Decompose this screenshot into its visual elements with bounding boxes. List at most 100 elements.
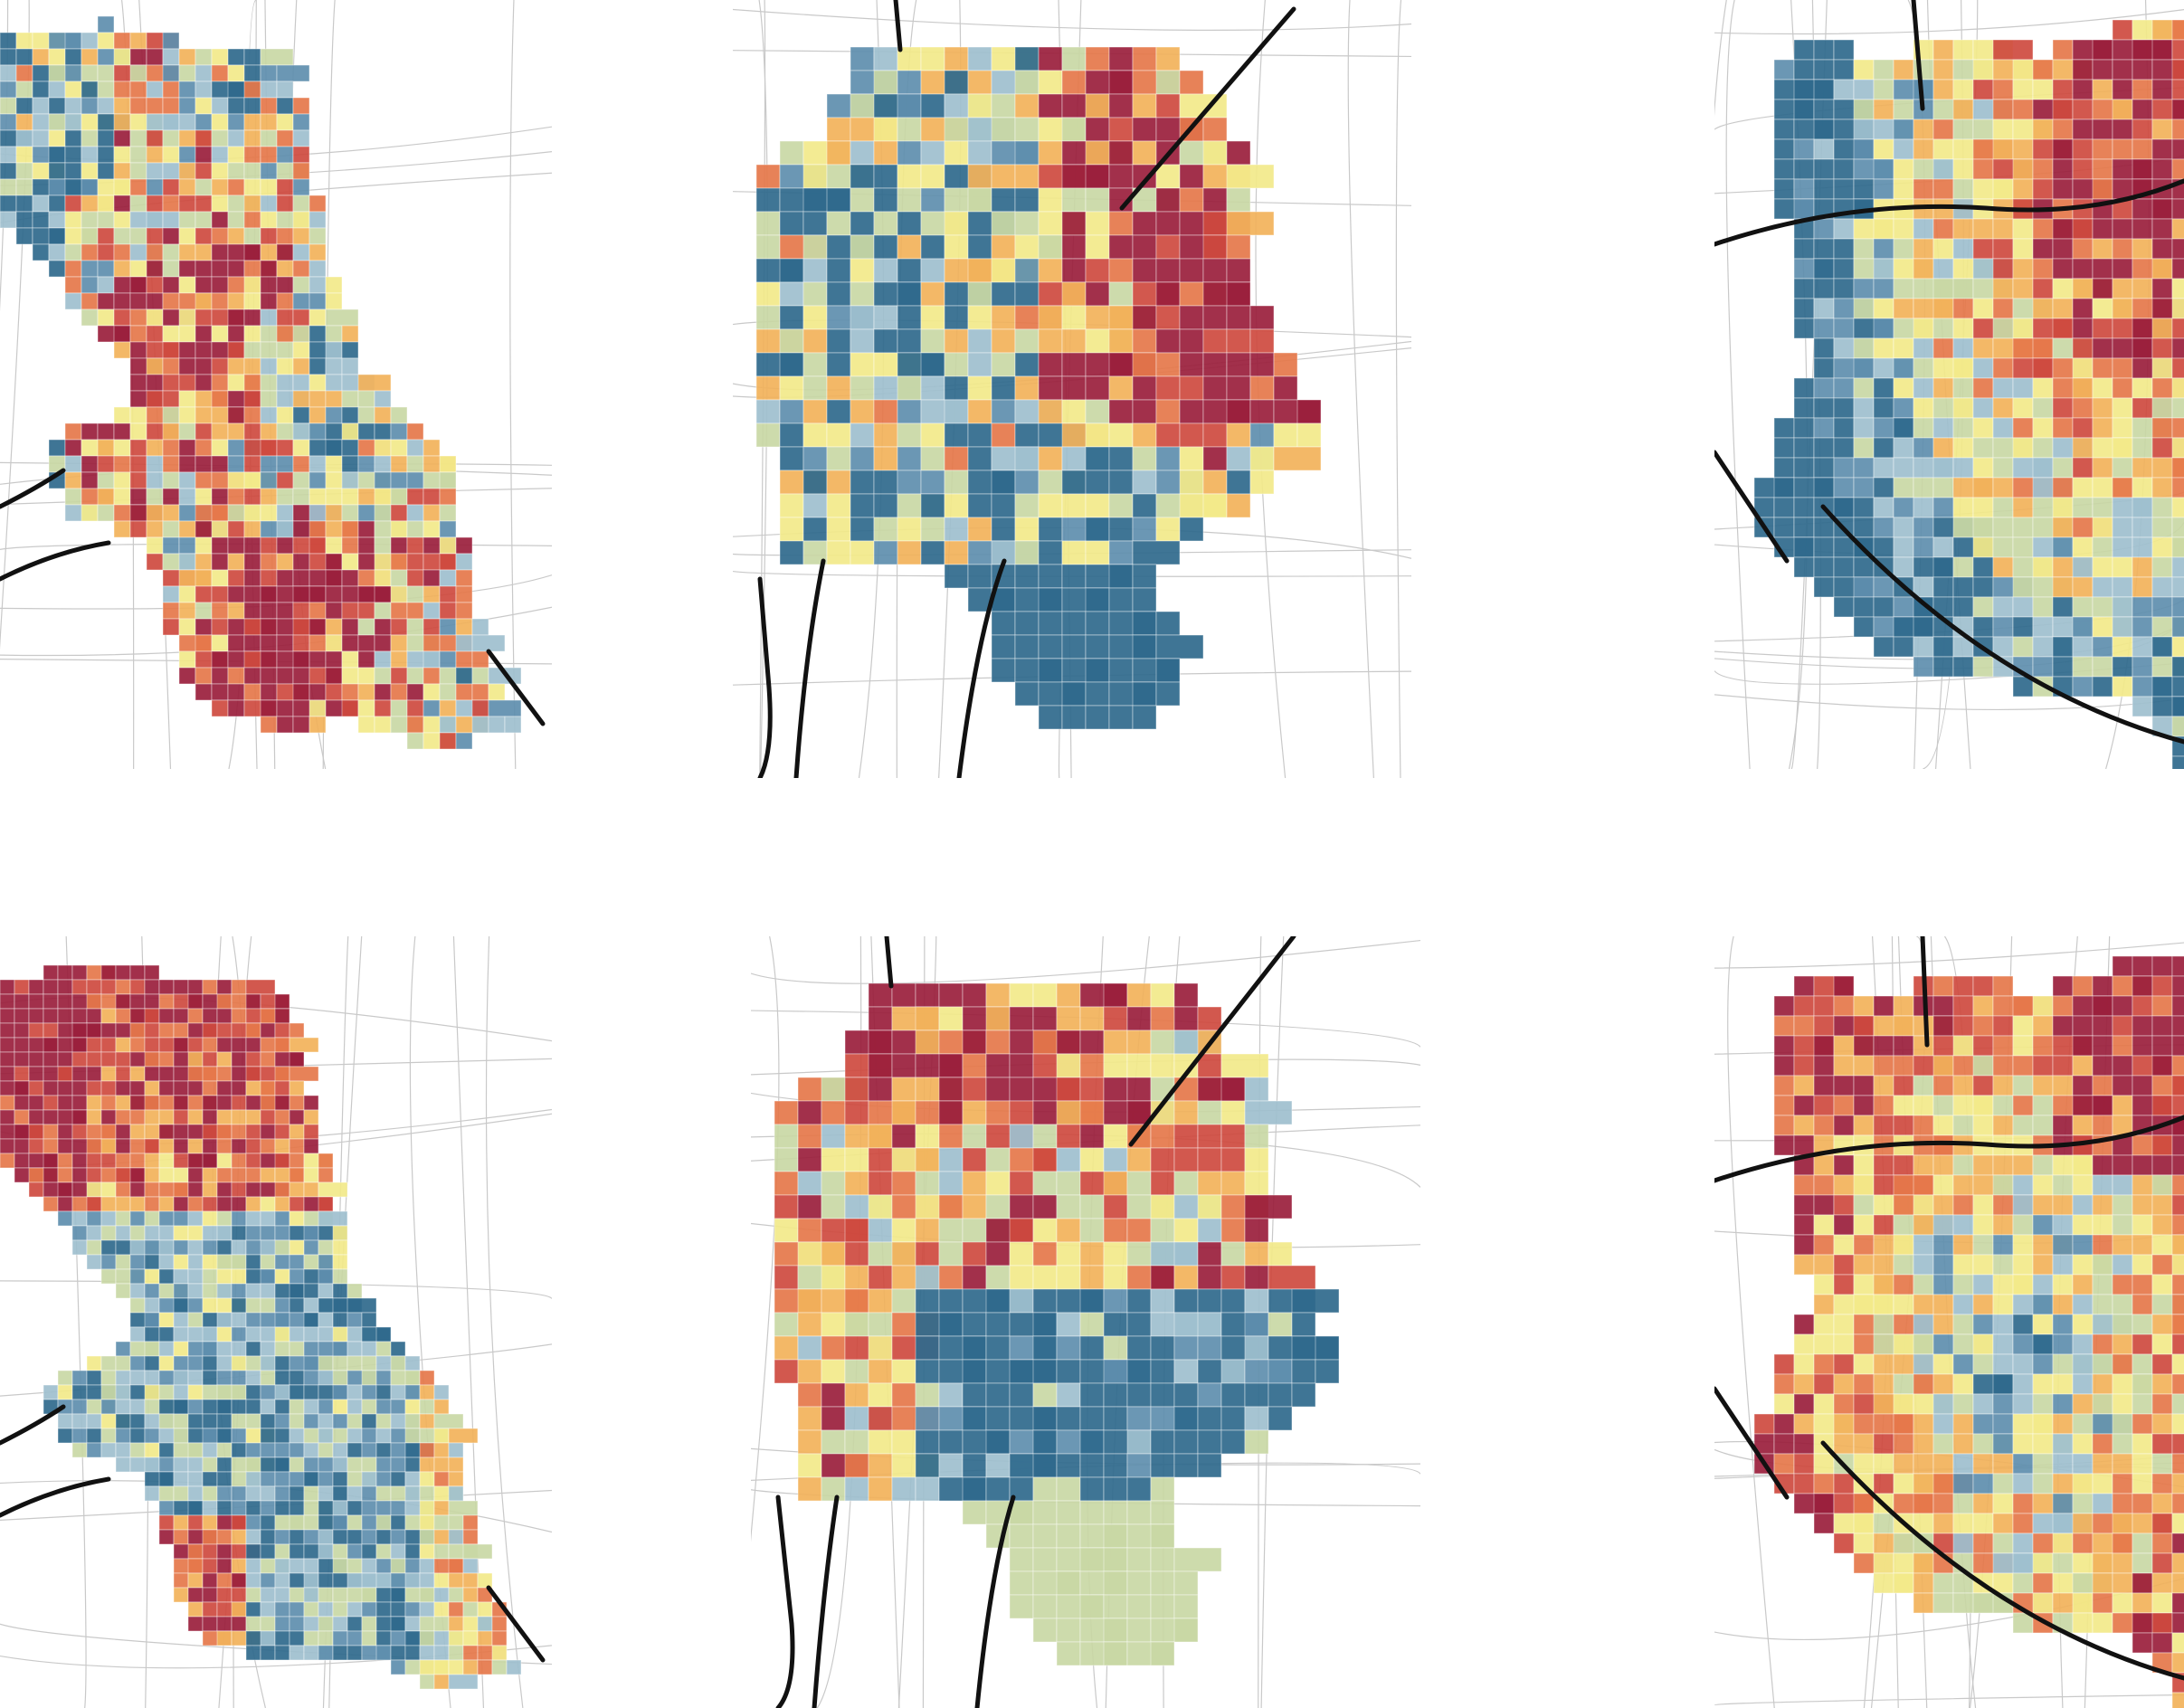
tract-cell [2151, 1174, 2173, 1196]
tract-cell [260, 553, 278, 571]
tract-cell [325, 634, 343, 652]
tract-cell [341, 471, 359, 489]
tract-cell [211, 146, 229, 164]
tract-cell [260, 569, 278, 587]
tract-cell [274, 1239, 290, 1256]
tract-cell [920, 234, 945, 260]
tract-cell [2112, 99, 2133, 120]
tract-cell [260, 341, 278, 359]
tract-cell [1032, 1476, 1058, 1502]
tract-cell [1103, 1147, 1128, 1172]
tract-cell [1773, 477, 1795, 498]
tract-cell [938, 1124, 964, 1149]
tract-cell [1132, 117, 1157, 142]
tract-cell [2171, 995, 2184, 1017]
tract-cell [375, 1370, 392, 1386]
tract-cell [2151, 357, 2173, 379]
tract-cell [245, 1283, 261, 1299]
tract-cell [1103, 1476, 1128, 1502]
tract-cell [448, 1471, 464, 1487]
tract-cell [1972, 1532, 1994, 1554]
tract-cell [985, 1241, 1011, 1267]
tract-cell [2132, 59, 2153, 81]
tract-cell [1833, 477, 1855, 498]
tract-cell [211, 260, 229, 278]
tract-cell [260, 1254, 276, 1270]
tract-cell [276, 276, 294, 294]
tract-cell [2092, 1015, 2113, 1037]
tract-cell [347, 1413, 363, 1429]
tract-cell [332, 1326, 348, 1343]
tract-cell [0, 178, 17, 196]
tract-cell [129, 1022, 146, 1039]
tract-cell [1014, 375, 1040, 401]
tract-cell [2032, 1552, 2054, 1574]
tract-cell [797, 1147, 822, 1172]
tract-cell [1773, 497, 1795, 518]
tract-cell [2151, 1632, 2173, 1654]
tract-cell [146, 504, 164, 522]
tract-cell [318, 1471, 334, 1487]
tract-cell [375, 1601, 392, 1618]
tract-cell [920, 493, 945, 518]
tract-cell [1813, 1493, 1835, 1514]
tract-cell [113, 97, 131, 115]
tract-cell [1014, 328, 1040, 354]
tract-cell [2112, 1055, 2133, 1077]
tract-cell [471, 667, 489, 685]
tract-cell [2012, 218, 2034, 240]
tract-cell [1155, 258, 1181, 283]
tract-cell [962, 1100, 987, 1125]
tract-cell [1932, 477, 1954, 498]
tract-cell [97, 211, 115, 229]
tract-cell [1992, 1373, 2014, 1395]
tract-cell [357, 536, 375, 555]
tract-cell [2052, 1532, 2074, 1554]
tract-cell [2171, 1234, 2184, 1256]
tract-cell [1873, 497, 1894, 518]
tract-cell [162, 390, 180, 408]
tract-cell [86, 1109, 102, 1125]
tract-cell [178, 406, 196, 424]
tract-cell [1873, 1035, 1894, 1057]
tract-cell [1202, 493, 1228, 518]
tract-cell [202, 1500, 218, 1516]
tract-cell [375, 1630, 392, 1646]
tract-cell [1893, 1572, 1914, 1594]
tract-cell [211, 536, 229, 555]
tract-cell [1197, 1382, 1222, 1408]
tract-cell [332, 1457, 348, 1473]
tract-cell [43, 1008, 59, 1024]
tract-cell [1853, 477, 1875, 498]
census-tract-cells [1753, 955, 2184, 1708]
tract-cell [216, 1485, 233, 1502]
tract-cell [1173, 1594, 1199, 1619]
tract-cell [1079, 1594, 1105, 1619]
tract-cell [260, 618, 278, 636]
tract-cell [292, 195, 310, 213]
tract-cell [292, 471, 310, 489]
tract-cell [1972, 1154, 1994, 1176]
tract-cell [1972, 1075, 1994, 1096]
tract-cell [448, 1514, 464, 1531]
tract-cell [361, 1370, 377, 1386]
tract-cell [115, 1196, 131, 1212]
tract-cell [404, 1616, 421, 1632]
tract-cell [1853, 79, 1875, 100]
tract-cell [2092, 1154, 2113, 1176]
tract-cell [173, 1181, 189, 1198]
tract-cell [433, 1601, 450, 1618]
tract-cell [0, 32, 17, 50]
tract-cell [1972, 576, 1994, 598]
tract-cell [57, 993, 73, 1010]
tract-cell [1913, 258, 1934, 280]
tract-cell [202, 1066, 218, 1082]
tract-cell [1952, 417, 1974, 439]
tract-cell [897, 281, 922, 307]
tract-cell [1793, 1194, 1815, 1216]
tract-cell [920, 187, 945, 213]
tract-cell [245, 1341, 261, 1357]
tract-cell [1853, 1214, 1875, 1236]
tract-cell [1972, 119, 1994, 140]
tract-cell [802, 258, 828, 283]
